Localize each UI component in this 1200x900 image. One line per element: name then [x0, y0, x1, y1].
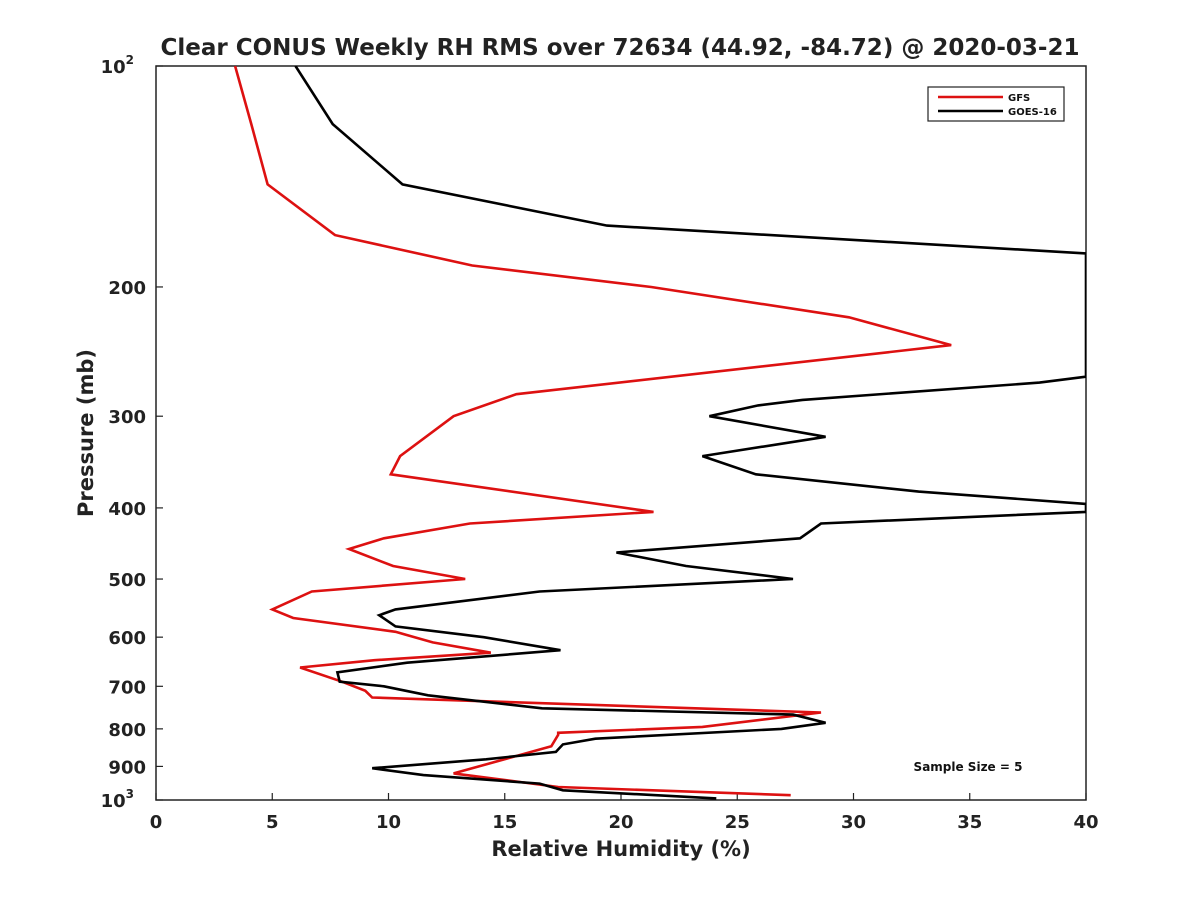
- y-axis-label: Pressure (mb): [74, 349, 98, 517]
- y-tick-label: 500: [108, 570, 146, 591]
- x-tick-label: 10: [376, 812, 401, 833]
- x-tick-label: 35: [957, 812, 982, 833]
- legend-label: GFS: [1008, 93, 1030, 104]
- y-tick-label: 600: [108, 628, 146, 649]
- y-tick-label: 200: [108, 278, 146, 299]
- chart-title: Clear CONUS Weekly RH RMS over 72634 (44…: [161, 35, 1080, 61]
- legend-label: GOES-16: [1008, 107, 1057, 118]
- x-tick-label: 30: [841, 812, 866, 833]
- y-tick-label: 300: [108, 407, 146, 428]
- legend-box: [927, 86, 1065, 122]
- y-tick-label: 800: [108, 720, 146, 741]
- x-tick-label: 0: [150, 812, 163, 833]
- x-tick-label: 5: [266, 812, 279, 833]
- x-tick-label: 40: [1073, 812, 1098, 833]
- y-tick-label: 700: [108, 677, 146, 698]
- plot-area: [155, 65, 1087, 801]
- sample-size-annotation: Sample Size = 5: [914, 760, 1023, 774]
- series-line-goes-16: [294, 66, 1086, 800]
- series-line-gfs: [233, 66, 952, 797]
- x-tick-label: 15: [492, 812, 517, 833]
- x-axis-label: Relative Humidity (%): [491, 837, 750, 861]
- y-tick-label: 103: [101, 787, 134, 812]
- y-tick-label: 102: [101, 53, 134, 78]
- x-tick-label: 25: [725, 812, 750, 833]
- y-tick-label: 400: [108, 499, 146, 520]
- x-tick-label: 20: [608, 812, 633, 833]
- legend: GFS GOES-16: [927, 86, 1065, 122]
- y-tick-label: 900: [108, 757, 146, 778]
